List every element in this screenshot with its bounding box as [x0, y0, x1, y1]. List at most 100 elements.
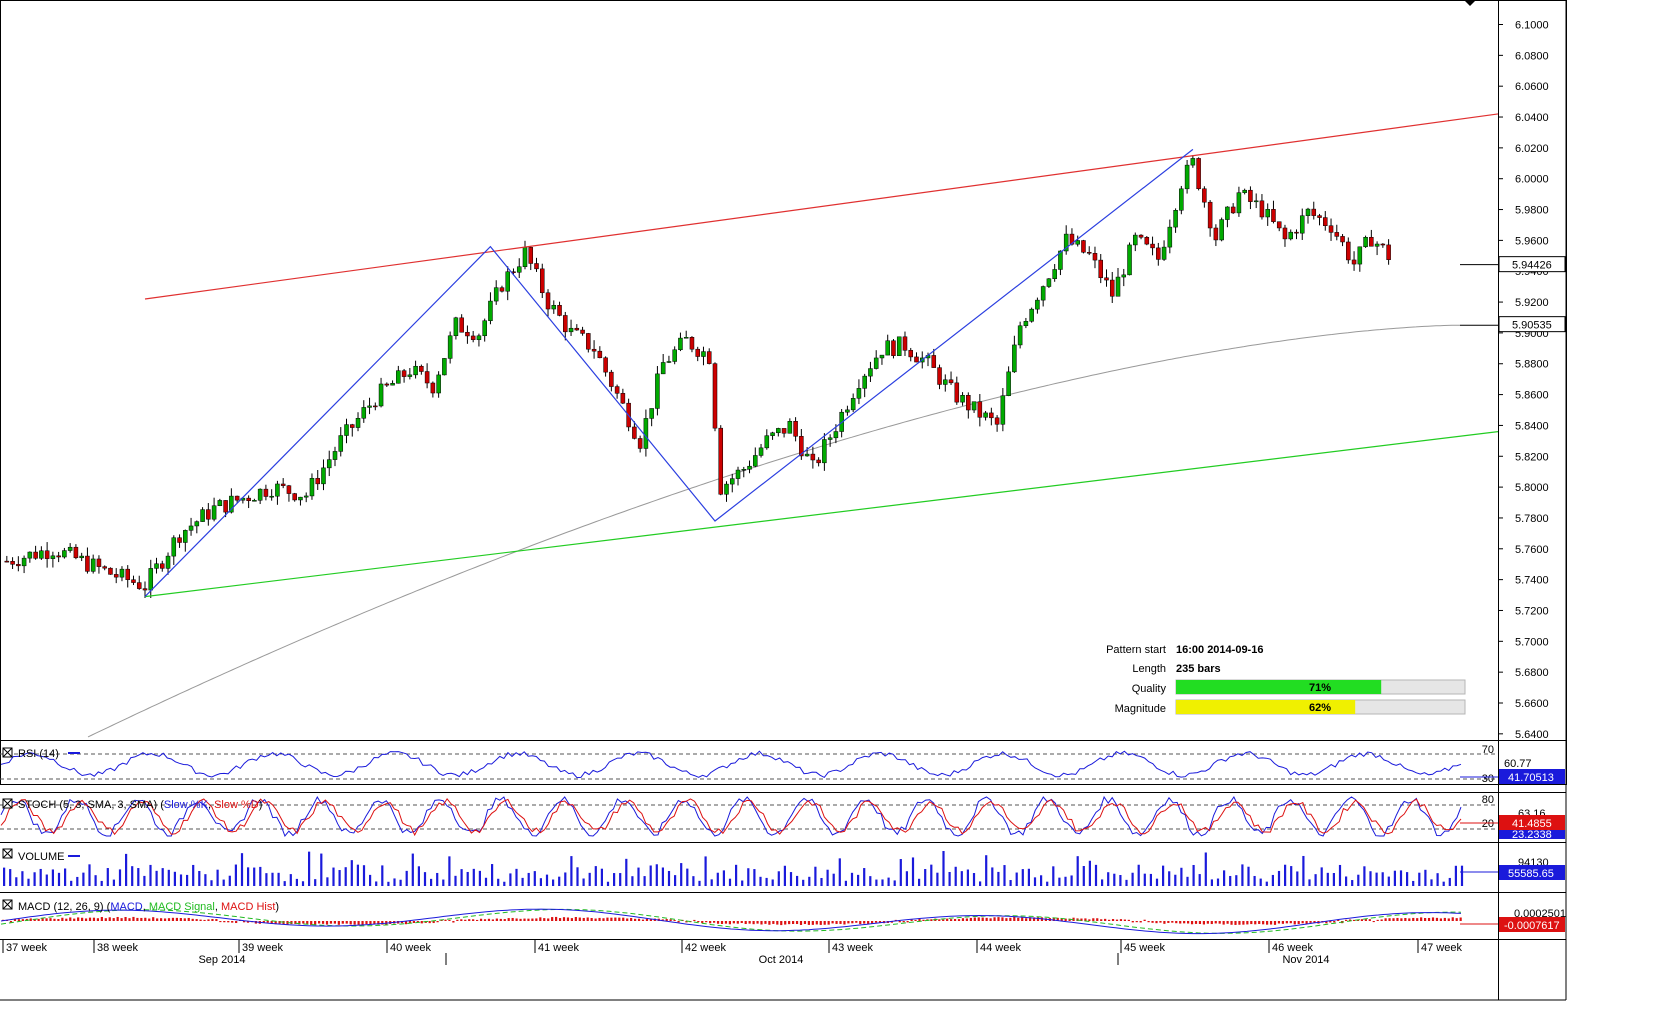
candle [10, 561, 15, 565]
quality-percent: 71% [1309, 682, 1331, 694]
candle [206, 509, 211, 520]
macd-hist-bar [1159, 921, 1162, 923]
volume-bar [33, 872, 36, 886]
menu-arrow-icon[interactable] [1464, 0, 1476, 6]
candle [586, 333, 591, 350]
macd-hist-bar [977, 917, 980, 921]
macd-hist-bar [831, 921, 834, 924]
volume-bar [649, 865, 652, 886]
macd-hist-bar [1238, 921, 1241, 925]
volume-bar [533, 871, 536, 886]
macd-signal-legend: MACD Signal [149, 901, 215, 913]
candle [194, 521, 200, 527]
y-tick-label: 6.0000 [1515, 174, 1549, 186]
stoch-label-open: ( [157, 799, 164, 811]
macd-hist-bar [487, 918, 491, 921]
volume-value: 55585.65 [1508, 868, 1554, 880]
candle [160, 563, 165, 569]
candle [350, 424, 355, 428]
volume-bar [1223, 870, 1226, 886]
volume-bar [1076, 856, 1079, 886]
pattern-start-label: Pattern start [1106, 644, 1166, 656]
candle [879, 354, 885, 359]
volume-bar [1204, 852, 1207, 886]
candle [85, 555, 90, 572]
volume-bar [295, 878, 298, 886]
volume-bar [1027, 868, 1030, 886]
candle [1253, 200, 1259, 203]
macd-hist-bar [1084, 918, 1087, 921]
candle [966, 395, 971, 411]
volume-bar [478, 870, 481, 886]
macd-hist-bar [1080, 918, 1083, 921]
volume-bar [1418, 872, 1421, 886]
candle [476, 335, 482, 340]
macd-hist-bar [1412, 917, 1415, 921]
candle [655, 373, 660, 409]
candle [729, 478, 735, 485]
macd-hist-bar [918, 918, 921, 921]
volume-bar [979, 881, 982, 886]
y-tick-label: 5.9200 [1515, 297, 1549, 309]
candle [246, 497, 251, 501]
macd-hist-bar [772, 921, 775, 924]
volume-bar [27, 878, 30, 886]
macd-hist-bar [152, 917, 155, 921]
macd-hist-bar [436, 921, 439, 923]
volume-bar [472, 868, 475, 886]
candle [787, 421, 793, 434]
candle [948, 379, 954, 384]
volume-bar [308, 851, 311, 886]
macd-hist-bar [1013, 917, 1016, 921]
macd-label-main: MACD (12, 26, 9) [18, 901, 104, 913]
candle [298, 496, 303, 501]
macd-hist-bar [246, 921, 250, 923]
macd-hist-bar [1210, 921, 1213, 925]
candle [1023, 321, 1029, 327]
macd-hist-bar [306, 921, 309, 924]
volume-bar [1149, 873, 1152, 886]
candle [799, 436, 804, 457]
stoch-k-line [0, 795, 1462, 837]
volume-bar [198, 870, 201, 886]
macd-hist-bar [590, 918, 593, 921]
volume-bar [1412, 880, 1415, 886]
macd-hist-bar [965, 918, 968, 921]
volume-bar [484, 877, 488, 886]
volume-bar [820, 877, 823, 886]
candle [1288, 231, 1293, 240]
macd-hist-bar [511, 917, 514, 921]
volume-bar [228, 875, 231, 886]
candle [1069, 233, 1075, 245]
candle [62, 550, 67, 558]
macd-hist-bar [1293, 921, 1296, 925]
candle [165, 555, 171, 569]
macd-hist-bar [847, 921, 850, 924]
macd-hist-bar [1337, 919, 1340, 921]
macd-hist-bar [1036, 917, 1040, 921]
macd-hist-bar [1258, 921, 1261, 924]
candle [1346, 241, 1351, 261]
candle [470, 335, 476, 340]
volume-bar [106, 868, 109, 886]
macd-hist-bar [795, 921, 799, 925]
macd-hist-bar [302, 921, 305, 924]
macd-hist-bar [49, 918, 52, 921]
macd-hist-bar [819, 921, 822, 925]
macd-hist-bar [1139, 921, 1142, 923]
macd-hist-bar [914, 919, 917, 921]
macd-hist-bar [701, 921, 704, 924]
candle [649, 408, 654, 419]
candle [551, 305, 557, 310]
macd-hist-bar [266, 921, 269, 923]
volume-bar [1442, 881, 1445, 886]
macd-hist-bar [1352, 919, 1356, 921]
week-label: 37 week [6, 942, 47, 954]
candle [1058, 250, 1063, 270]
volume-bar [765, 877, 768, 886]
y-tick-label: 5.8400 [1515, 420, 1549, 432]
volume-bar [1137, 864, 1140, 886]
volume-bar [192, 864, 195, 886]
candle [753, 455, 758, 467]
macd-hist-bar [195, 919, 198, 921]
